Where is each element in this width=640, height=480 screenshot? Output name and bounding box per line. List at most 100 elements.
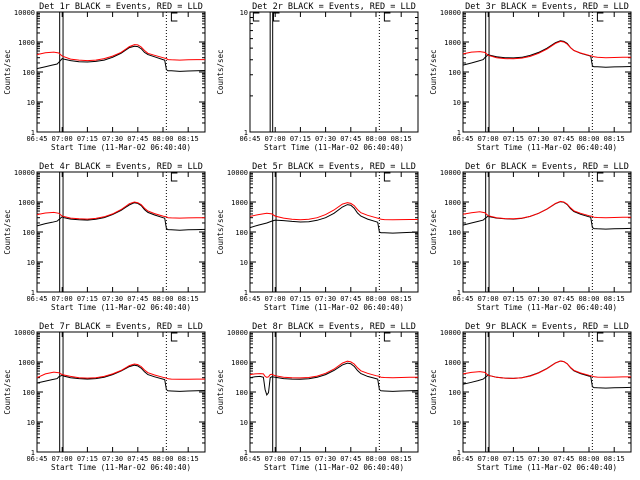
chart-title: Det 5r BLACK = Events, RED = LLD <box>252 162 416 172</box>
x-tick-label: 07:00 <box>478 455 499 463</box>
y-axis-label: Counts/sec <box>3 369 12 414</box>
x-tick-label: 08:00 <box>365 455 386 463</box>
x-tick-label: 08:15 <box>178 135 199 143</box>
y-axis-label: Counts/sec <box>216 369 225 414</box>
y-axis-label: Counts/sec <box>3 49 12 94</box>
y-axis-label: Counts/sec <box>216 49 225 94</box>
x-tick-label: 07:15 <box>503 295 524 303</box>
y-tick-label: 10 <box>453 419 461 427</box>
x-tick-label: 07:45 <box>340 455 361 463</box>
x-tick-label: 08:15 <box>604 295 625 303</box>
x-tick-label: 07:00 <box>52 295 73 303</box>
chart-panel-8: Det 8r BLACK = Events, RED = LLD 1 10 100 10… <box>216 322 419 472</box>
y-tick-label: 10 <box>240 259 248 267</box>
x-tick-label: 06:45 <box>452 135 473 143</box>
y-tick-label: 10 <box>240 419 248 427</box>
x-tick-label: 07:30 <box>528 455 549 463</box>
chart-panel-4: Det 4r BLACK = Events, RED = LLD 1 10 100 10… <box>3 162 206 312</box>
x-tick-label: 08:00 <box>365 295 386 303</box>
x-tick-label: 07:45 <box>340 295 361 303</box>
x-tick-label: 08:00 <box>578 455 599 463</box>
x-tick-label: 06:45 <box>26 135 47 143</box>
y-axis-label: Counts/sec <box>429 369 438 414</box>
y-tick-label: 10 <box>27 419 35 427</box>
series-lld-line <box>36 363 205 380</box>
x-axis-label: Start Time (11-Mar-02 06:40:40) <box>264 143 404 152</box>
y-axis-label: Counts/sec <box>429 49 438 94</box>
chart-title: Det 7r BLACK = Events, RED = LLD <box>39 322 203 332</box>
chart-title: Det 1r BLACK = Events, RED = LLD <box>39 2 203 12</box>
x-tick-label: 06:45 <box>239 135 260 143</box>
y-tick-label: 1000 <box>444 359 461 367</box>
x-tick-label: 07:45 <box>127 295 148 303</box>
y-tick-label: 100 <box>235 389 248 397</box>
series-lld-line <box>462 40 631 60</box>
y-tick-label: 1 <box>457 129 461 137</box>
y-axis-label: Counts/sec <box>429 209 438 254</box>
x-tick-label: 07:30 <box>102 135 123 143</box>
y-tick-label: 1 <box>457 289 461 297</box>
y-tick-label: 100 <box>448 229 461 237</box>
plot-frame <box>462 11 632 133</box>
x-tick-label: 06:45 <box>239 455 260 463</box>
x-axis-label: Start Time (11-Mar-02 06:40:40) <box>51 143 191 152</box>
x-tick-label: 07:00 <box>265 135 286 143</box>
corner-marker <box>252 12 260 22</box>
chart-panel-2: Det 2r BLACK = Events, RED = LLD 1 10 06:45… <box>216 2 419 152</box>
y-tick-label: 10000 <box>227 169 248 177</box>
x-tick-label: 07:45 <box>553 295 574 303</box>
x-tick-label: 08:00 <box>152 135 173 143</box>
series-lld-line <box>36 201 205 220</box>
y-tick-label: 1000 <box>18 359 35 367</box>
x-tick-label: 06:45 <box>452 455 473 463</box>
x-tick-label: 07:15 <box>503 455 524 463</box>
y-tick-label: 100 <box>22 389 35 397</box>
corner-marker <box>383 12 391 22</box>
corner-marker <box>596 172 604 182</box>
x-tick-label: 08:15 <box>391 295 412 303</box>
x-tick-label: 07:30 <box>315 455 336 463</box>
x-tick-label: 07:30 <box>528 295 549 303</box>
x-axis-label: Start Time (11-Mar-02 06:40:40) <box>264 463 404 472</box>
y-tick-label: 10 <box>27 259 35 267</box>
x-axis-label: Start Time (11-Mar-02 06:40:40) <box>477 463 617 472</box>
x-tick-label: 08:00 <box>152 295 173 303</box>
x-tick-label: 07:30 <box>528 135 549 143</box>
plot-frame <box>462 331 632 453</box>
chart-title: Det 3r BLACK = Events, RED = LLD <box>465 2 629 12</box>
x-tick-label: 07:15 <box>77 135 98 143</box>
y-tick-label: 100 <box>22 69 35 77</box>
x-tick-label: 07:45 <box>340 135 361 143</box>
y-axis-label: Counts/sec <box>3 209 12 254</box>
chart-title: Det 4r BLACK = Events, RED = LLD <box>39 162 203 172</box>
y-tick-label: 10000 <box>227 329 248 337</box>
y-axis-label: Counts/sec <box>216 209 225 254</box>
corner-marker <box>170 332 178 342</box>
x-axis-label: Start Time (11-Mar-02 06:40:40) <box>264 303 404 312</box>
y-tick-label: 10 <box>453 99 461 107</box>
x-tick-label: 07:15 <box>290 455 311 463</box>
chart-panel-5: Det 5r BLACK = Events, RED = LLD 1 10 100 10… <box>216 162 419 312</box>
y-tick-label: 1 <box>31 289 35 297</box>
series-lld-line <box>462 360 631 379</box>
y-tick-label: 1 <box>457 449 461 457</box>
x-tick-label: 08:15 <box>604 135 625 143</box>
x-tick-label: 07:45 <box>553 455 574 463</box>
y-tick-label: 1000 <box>18 39 35 47</box>
series-events-line <box>249 362 419 396</box>
x-tick-label: 06:45 <box>26 295 47 303</box>
x-tick-label: 07:45 <box>127 455 148 463</box>
plot-frame <box>249 11 419 133</box>
y-tick-label: 1 <box>244 289 248 297</box>
corner-marker <box>170 172 178 182</box>
y-tick-label: 1000 <box>444 39 461 47</box>
x-tick-label: 06:45 <box>239 295 260 303</box>
y-tick-label: 100 <box>448 389 461 397</box>
plot-frame <box>249 331 419 453</box>
x-axis-label: Start Time (11-Mar-02 06:40:40) <box>51 463 191 472</box>
plot-frame <box>249 171 419 293</box>
x-tick-label: 07:00 <box>52 455 73 463</box>
series-lld-line <box>36 44 205 62</box>
y-tick-label: 10000 <box>14 329 35 337</box>
y-tick-label: 10000 <box>440 9 461 17</box>
